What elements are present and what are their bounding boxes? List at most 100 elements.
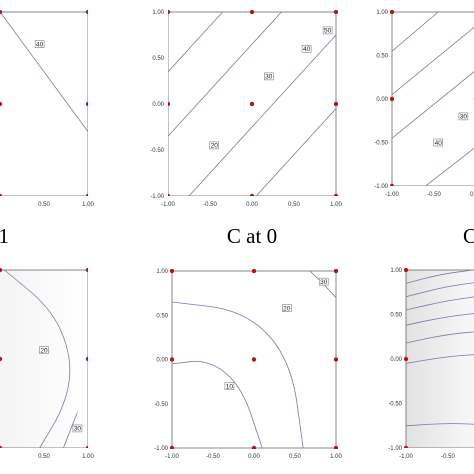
x-tick-label: -1.00 xyxy=(385,192,399,198)
y-tick-label: 0.50 xyxy=(390,313,402,319)
panel-caption: C at 0 xyxy=(227,224,277,248)
y-tick-label: -1.00 xyxy=(150,194,164,200)
design-point xyxy=(333,10,338,15)
contour-line xyxy=(405,354,474,364)
x-tick-label: 1.00 xyxy=(82,454,94,460)
y-tick-label: -1.00 xyxy=(388,446,402,452)
design-point xyxy=(249,10,255,15)
design-point xyxy=(0,10,3,15)
x-tick-label: -1.00 xyxy=(399,454,413,460)
x-tick-label: 0.50 xyxy=(38,202,50,208)
y-tick-label: 1.00 xyxy=(152,10,164,16)
x-tick-label: 0.50 xyxy=(288,202,300,208)
shaded-surface xyxy=(0,270,88,448)
y-tick-label: 0.50 xyxy=(376,54,388,60)
x-tick-label: 1.00 xyxy=(82,202,94,208)
contour-label: 50 xyxy=(324,28,332,35)
contour-label: 30 xyxy=(320,279,328,286)
design-point xyxy=(333,101,338,107)
design-point xyxy=(0,101,3,107)
shaded-surface xyxy=(406,270,474,448)
contour-label: 30 xyxy=(74,426,82,433)
design-point xyxy=(251,445,257,449)
design-point xyxy=(0,268,3,273)
contour-line xyxy=(168,11,282,137)
design-point xyxy=(333,357,338,362)
contour-line xyxy=(168,11,223,73)
design-point xyxy=(333,445,338,449)
design-point xyxy=(170,269,175,274)
design-point xyxy=(85,101,88,107)
y-tick-label: -1.00 xyxy=(374,184,388,190)
plot-frame xyxy=(391,11,474,186)
x-tick-label: 0.00 xyxy=(470,192,474,198)
contour-label: 40 xyxy=(435,140,443,147)
contour-line xyxy=(391,26,474,95)
contour-label-box xyxy=(264,72,274,81)
design-point xyxy=(249,101,255,107)
y-tick-label: -0.50 xyxy=(154,402,168,408)
contour-line xyxy=(391,11,439,52)
y-tick-label: -0.50 xyxy=(150,148,164,154)
contour-label-box xyxy=(301,45,312,53)
contour-label-box xyxy=(209,141,219,150)
contour-label: 40 xyxy=(36,42,44,49)
design-point xyxy=(390,96,395,102)
design-point xyxy=(251,269,257,274)
y-tick-label: 0.50 xyxy=(152,56,164,62)
design-point xyxy=(85,268,88,273)
contour-line xyxy=(405,296,474,311)
design-point xyxy=(0,445,3,448)
y-tick-label: -1.00 xyxy=(154,446,168,452)
contour-label-box xyxy=(433,138,443,147)
x-tick-label: 1.00 xyxy=(330,454,342,460)
x-tick-label: -0.50 xyxy=(206,454,220,460)
y-tick-label: 0.00 xyxy=(156,358,168,364)
contour-label: 30 xyxy=(265,74,273,81)
design-point xyxy=(168,10,171,15)
y-tick-label: 0.50 xyxy=(156,313,168,319)
contour-panel-4: 20 30 0.50 1.00 xyxy=(0,268,94,460)
design-point xyxy=(168,101,171,107)
contour-panel-5: 10 20 30 -1.00 -0.50 0.00 0.50 1.00 1.00 0.50 0.00… xyxy=(154,269,342,460)
contour-line xyxy=(188,34,337,196)
contour-label-box xyxy=(34,40,45,48)
x-tick-label: 1.00 xyxy=(330,202,342,208)
contour-panel-6: -1.00-0.500.001.000.500.00-0.50-1.00 xyxy=(388,268,474,460)
design-point xyxy=(85,445,88,448)
design-point xyxy=(404,445,409,448)
y-tick-label: 0.00 xyxy=(390,357,402,363)
y-tick-label: -0.50 xyxy=(374,141,388,147)
x-tick-label: -0.50 xyxy=(441,454,455,460)
contour-line xyxy=(4,269,71,448)
y-tick-label: -0.50 xyxy=(388,402,402,408)
contour-line xyxy=(405,423,474,427)
contour-label-box xyxy=(72,424,83,433)
design-point xyxy=(85,193,88,196)
x-tick-label: 0.00 xyxy=(246,202,258,208)
contour-line xyxy=(63,412,78,448)
design-point xyxy=(390,183,395,186)
y-tick-label: 1.00 xyxy=(156,269,168,275)
design-point xyxy=(85,356,88,362)
design-point xyxy=(333,193,338,196)
contour-label: 10 xyxy=(226,383,234,390)
design-point xyxy=(170,445,175,449)
design-point xyxy=(0,193,3,196)
contour-label: 20 xyxy=(211,143,219,150)
design-point xyxy=(0,356,3,362)
x-tick-label: 0.00 xyxy=(248,454,260,460)
contour-line xyxy=(171,301,304,449)
design-point xyxy=(390,10,395,15)
contour-line xyxy=(171,360,263,449)
contour-label-box xyxy=(458,112,469,121)
x-tick-label: -1.00 xyxy=(165,454,179,460)
x-tick-label: -0.50 xyxy=(427,192,441,198)
contour-label: 20 xyxy=(283,305,291,312)
design-point xyxy=(168,193,171,196)
contour-label: 20 xyxy=(40,347,48,354)
contour-label-box xyxy=(39,346,49,354)
contour-label-box xyxy=(318,277,329,286)
design-point xyxy=(404,356,409,362)
